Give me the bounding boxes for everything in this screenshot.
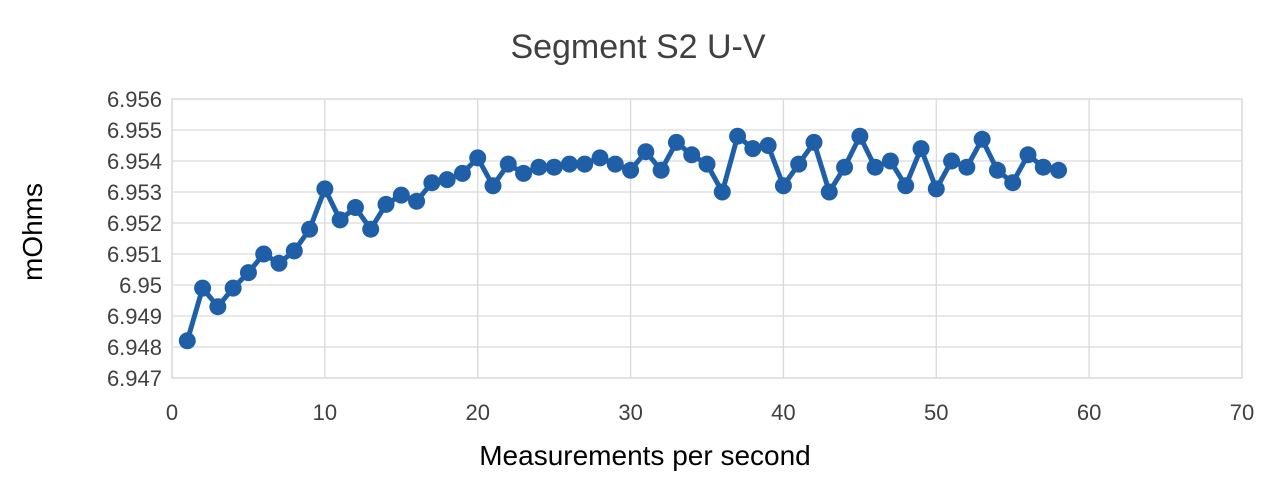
data-point [805, 133, 823, 151]
data-point [530, 158, 548, 176]
data-point [1004, 174, 1022, 192]
data-point [285, 242, 303, 260]
data-point [866, 158, 884, 176]
data-point [744, 140, 762, 158]
data-point [499, 155, 517, 173]
x-tick-label: 10 [313, 400, 337, 425]
data-point [255, 245, 273, 263]
data-point [224, 279, 242, 297]
data-point [576, 155, 594, 173]
y-tick-label: 6.954 [107, 149, 162, 174]
y-tick-label: 6.949 [107, 304, 162, 329]
plot-area [171, 98, 1243, 379]
data-point [560, 155, 578, 173]
data-point [316, 180, 334, 198]
data-point [423, 174, 441, 192]
data-point [698, 155, 716, 173]
data-point [988, 161, 1006, 179]
data-point [239, 264, 257, 282]
data-point [1034, 158, 1052, 176]
y-tick-label: 6.955 [107, 118, 162, 143]
gridlines [171, 98, 1243, 379]
data-point [484, 177, 502, 195]
data-point [667, 133, 685, 151]
data-point [178, 332, 196, 350]
data-point [927, 180, 945, 198]
data-point [591, 149, 609, 167]
data-point [301, 220, 319, 238]
data-point [408, 192, 426, 210]
data-point [683, 146, 701, 164]
data-point [1019, 146, 1037, 164]
y-tick-label: 6.951 [107, 242, 162, 267]
data-point [912, 140, 930, 158]
data-point [331, 211, 349, 229]
data-point [759, 137, 777, 154]
data-point [774, 177, 792, 195]
data-point [1050, 161, 1068, 179]
data-point [836, 158, 854, 176]
data-point [515, 164, 533, 182]
data-point [453, 164, 471, 182]
data-point [377, 195, 395, 213]
y-tick-label: 6.952 [107, 211, 162, 236]
chart-title: Segment S2 U-V [510, 28, 765, 66]
data-point [438, 171, 456, 189]
series [178, 127, 1068, 350]
data-point [973, 130, 991, 148]
x-tick-label: 20 [465, 400, 489, 425]
data-point [729, 127, 747, 145]
data-point [713, 183, 731, 201]
data-point [943, 152, 961, 170]
y-axis-ticks: 6.956 6.955 6.954 6.953 6.952 6.951 6.95 6.949 6… [107, 87, 162, 391]
data-point [652, 161, 670, 179]
data-point [270, 254, 288, 272]
data-point [209, 298, 227, 316]
data-point [469, 149, 487, 167]
data-point [637, 143, 655, 161]
x-tick-label: 0 [166, 400, 178, 425]
y-tick-label: 6.956 [107, 87, 162, 112]
data-point [820, 183, 838, 201]
data-point [958, 158, 976, 176]
x-tick-label: 30 [618, 400, 642, 425]
x-tick-label: 70 [1230, 400, 1254, 425]
x-tick-label: 60 [1077, 400, 1101, 425]
data-point [606, 155, 624, 173]
data-point [881, 152, 899, 170]
x-tick-label: 40 [771, 400, 795, 425]
y-tick-label: 6.947 [107, 366, 162, 391]
data-point [392, 186, 410, 204]
data-point [790, 155, 808, 173]
y-tick-label: 6.948 [107, 335, 162, 360]
data-point [897, 177, 915, 195]
data-point [622, 161, 640, 179]
data-point [346, 199, 364, 216]
x-axis-title: Measurements per second [479, 440, 811, 471]
data-point [362, 220, 380, 238]
data-point [851, 127, 869, 145]
y-axis-title: mOhms [17, 183, 48, 281]
data-point [545, 158, 563, 176]
y-tick-label: 6.95 [119, 273, 162, 298]
x-tick-label: 50 [924, 400, 948, 425]
y-tick-label: 6.953 [107, 180, 162, 205]
x-axis-ticks: 0 10 20 30 40 50 60 70 [166, 400, 1254, 425]
data-point [194, 279, 212, 297]
